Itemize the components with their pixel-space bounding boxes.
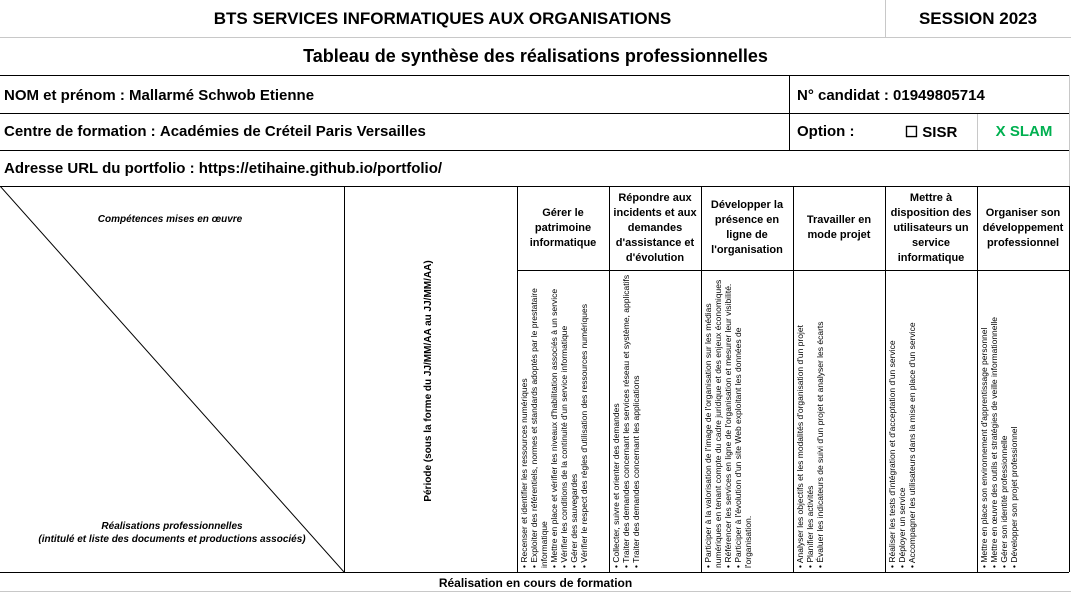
competency-skill-item: Développer son projet professionnel bbox=[1009, 274, 1019, 568]
border-line bbox=[1069, 186, 1070, 572]
option-label: Option : bbox=[797, 123, 855, 140]
option-slam-checkbox[interactable]: X SLAM bbox=[995, 123, 1053, 140]
competency-skill-item: Évaluer les indicateurs de suivi d'un pr… bbox=[815, 274, 825, 568]
border-line bbox=[789, 75, 790, 150]
option-sisr-checkbox[interactable]: ☐ SISR bbox=[904, 123, 958, 141]
border-line bbox=[701, 186, 702, 572]
competency-header-5: Mettre à disposition des utilisateurs un… bbox=[890, 191, 972, 264]
border-line bbox=[0, 572, 1069, 573]
competency-skill-item: Mettre en place et vérifier les niveaux … bbox=[549, 274, 559, 568]
competency-skills-cell-4: Analyser les objectifs et les modalités … bbox=[793, 270, 885, 572]
portfolio-url-row: Adresse URL du portfolio : https://etiha… bbox=[4, 150, 1064, 186]
competency-skill-item: Vérifier les conditions de la continuité… bbox=[559, 274, 569, 568]
competency-skill-item: Analyser les objectifs et les modalités … bbox=[795, 274, 805, 568]
competency-skill-item: Vérifier le respect des règles d'utilisa… bbox=[579, 274, 589, 568]
competency-skill-item: Exploiter des référentiels, normes et st… bbox=[529, 274, 549, 568]
periode-cell: Période (sous la forme du JJ/MM/AA au JJ… bbox=[344, 186, 517, 572]
portfolio-url[interactable]: https://etihaine.github.io/portfolio/ bbox=[198, 159, 443, 177]
competency-skill-list: Analyser les objectifs et les modalités … bbox=[795, 274, 825, 568]
competency-skills-cell-3: Participer à la valorisation de l'image … bbox=[701, 270, 793, 572]
competency-skill-list: Collecter, suivre et orienter des demand… bbox=[611, 274, 641, 568]
training-center: Académies de Créteil Paris Versailles bbox=[159, 123, 426, 140]
training-center-label: Centre de formation : bbox=[4, 123, 156, 140]
competency-header-4: Travailler en mode projet bbox=[806, 214, 872, 241]
competency-skill-item: Référencer les services en ligne de l'or… bbox=[723, 274, 733, 568]
competency-header-1: Gérer le patrimoine informatique bbox=[529, 206, 597, 249]
competency-skill-item: Recenser et identifier les ressources nu… bbox=[519, 274, 529, 568]
candidate-name-row: NOM et prénom : Mallarmé Schwob Etienne bbox=[4, 77, 789, 113]
border-line bbox=[344, 186, 345, 572]
border-line bbox=[793, 186, 794, 572]
competency-skill-item: Participer à la valorisation de l'image … bbox=[703, 274, 723, 568]
competency-skill-item: Accompagner les utilisateurs dans la mis… bbox=[907, 274, 917, 568]
candidate-number-label: N° candidat : bbox=[797, 86, 889, 104]
competency-skill-item: Traiter des demandes concernant les serv… bbox=[621, 274, 631, 568]
competency-skill-item: Réaliser les tests d'intégration et d'ac… bbox=[887, 274, 897, 568]
periode-label: Période (sous la forme du JJ/MM/AA au JJ… bbox=[423, 260, 434, 502]
candidate-number-row: N° candidat : 01949805714 bbox=[797, 77, 1069, 113]
grid-line bbox=[1069, 75, 1070, 186]
competency-skill-item: Déployer un service bbox=[897, 274, 907, 568]
border-line bbox=[0, 113, 1069, 114]
border-line bbox=[885, 186, 886, 572]
competences-label: Compétences mises en œuvre bbox=[97, 213, 243, 225]
realisations-title: Réalisations professionnelles bbox=[101, 521, 243, 532]
grid-line bbox=[0, 37, 1071, 38]
competency-header-6: Organiser son développement professionne… bbox=[982, 206, 1064, 249]
competency-header-2: Répondre aux incidents et aux demandes d… bbox=[613, 191, 697, 264]
document-subtitle: Tableau de synthèse des réalisations pro… bbox=[303, 45, 768, 66]
candidate-number: 01949805714 bbox=[893, 86, 985, 104]
realisations-subtitle: (intitulé et liste des documents et prod… bbox=[38, 534, 306, 545]
realisation-section-title: Réalisation en cours de formation bbox=[438, 575, 633, 590]
competency-skill-item: Collecter, suivre et orienter des demand… bbox=[611, 274, 621, 568]
document-title: BTS SERVICES INFORMATIQUES AUX ORGANISAT… bbox=[213, 8, 672, 28]
competency-skill-item: Participer à l'évolution d'un site Web e… bbox=[733, 274, 753, 568]
realisations-label: Réalisations professionnelles (intitulé … bbox=[0, 520, 344, 552]
border-line bbox=[0, 150, 1069, 151]
grid-line bbox=[885, 0, 886, 37]
border-line bbox=[517, 186, 518, 572]
competency-skill-list: Mettre en place son environnement d'appr… bbox=[979, 274, 1019, 568]
border-line bbox=[609, 186, 610, 572]
competency-skill-item: Planifier les activités bbox=[805, 274, 815, 568]
competency-skill-list: Réaliser les tests d'intégration et d'ac… bbox=[887, 274, 917, 568]
competency-skill-item: Gérer son identité professionnelle bbox=[999, 274, 1009, 568]
competency-skill-item: Traiter des demandes concernant les appl… bbox=[631, 274, 641, 568]
candidate-name-label: NOM et prénom : bbox=[4, 86, 125, 104]
competency-skill-item: Gérer des sauvegardes bbox=[569, 274, 579, 568]
competency-skills-cell-2: Collecter, suivre et orienter des demand… bbox=[609, 270, 701, 572]
candidate-name: Mallarmé Schwob Etienne bbox=[129, 86, 315, 104]
diagonal-divider bbox=[0, 186, 344, 572]
border-line bbox=[0, 186, 1069, 187]
competency-skills-cell-1: Recenser et identifier les ressources nu… bbox=[517, 270, 609, 572]
competency-skills-cell-5: Réaliser les tests d'intégration et d'ac… bbox=[885, 270, 977, 572]
grid-line bbox=[977, 113, 978, 150]
competency-skill-item: Mettre en œuvre des outils et stratégies… bbox=[989, 274, 999, 568]
session-label: SESSION 2023 bbox=[918, 8, 1038, 28]
training-center-row: Centre de formation : Académies de Créte… bbox=[4, 113, 789, 150]
competency-header-3: Développer la présence en ligne de l'org… bbox=[710, 199, 784, 256]
competency-skill-list: Recenser et identifier les ressources nu… bbox=[519, 274, 589, 568]
border-line bbox=[977, 186, 978, 572]
competency-skills-cell-6: Mettre en place son environnement d'appr… bbox=[977, 270, 1069, 572]
competency-skill-item: Mettre en place son environnement d'appr… bbox=[979, 274, 989, 568]
competency-skill-list: Participer à la valorisation de l'image … bbox=[703, 274, 753, 568]
border-line bbox=[0, 75, 1069, 76]
portfolio-url-label: Adresse URL du portfolio : bbox=[4, 159, 195, 177]
